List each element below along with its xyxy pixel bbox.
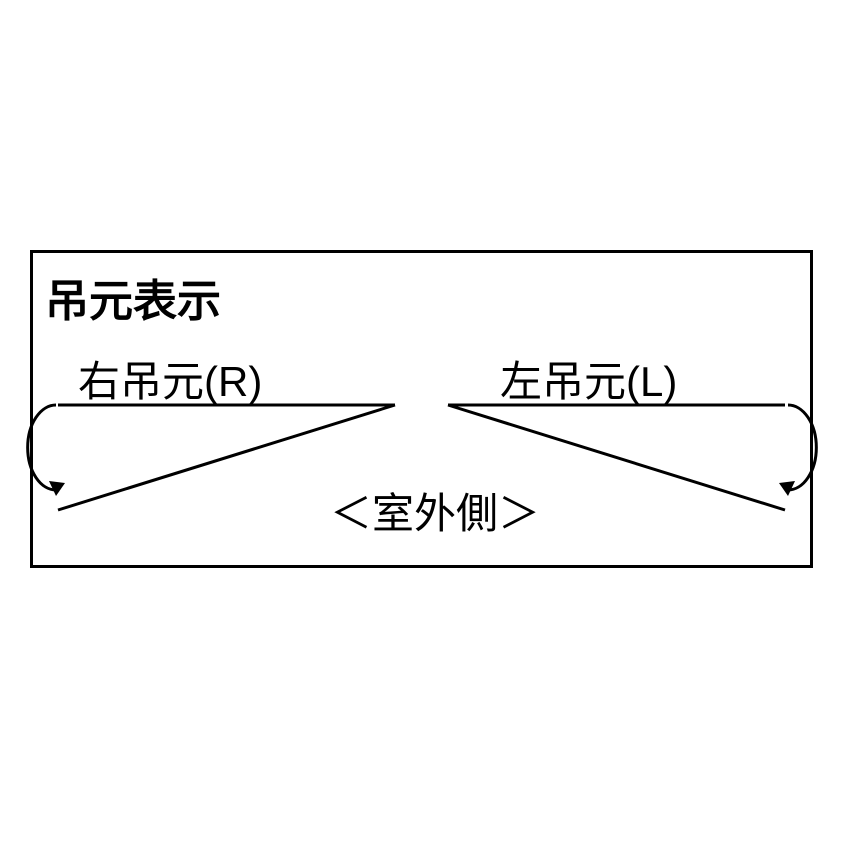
left-swing-arrow-icon	[28, 405, 65, 496]
left-wedge	[58, 405, 395, 510]
right-wedge	[448, 405, 785, 510]
diagram-svg	[0, 0, 846, 846]
right-swing-arrow-icon	[779, 405, 816, 496]
